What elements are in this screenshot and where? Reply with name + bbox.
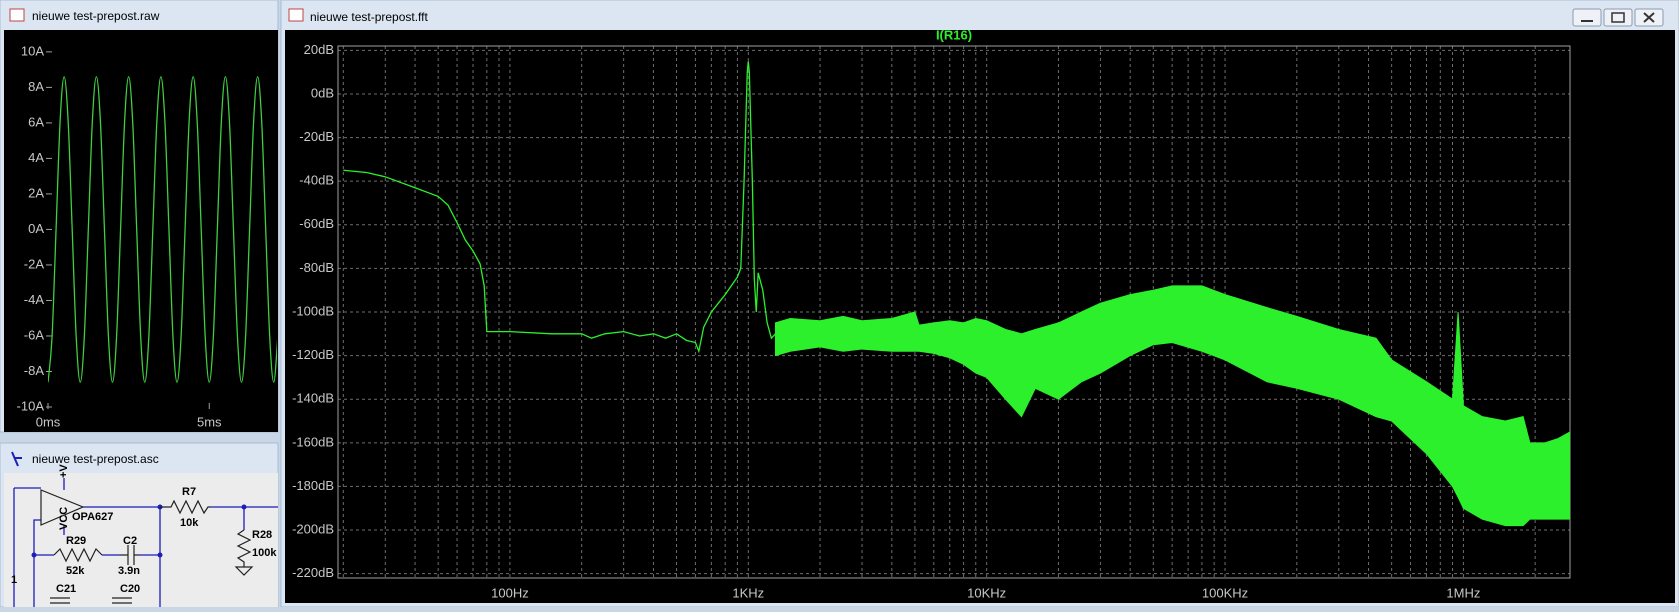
y-tick-label: -220dB <box>292 565 334 580</box>
y-tick-label: 6A <box>28 114 44 129</box>
x-tick-label: 1MHz <box>1446 585 1480 600</box>
schematic-window: nieuwe test-prepost.asc +V VCC OPA627 R7… <box>0 442 279 608</box>
y-tick-label: -60dB <box>299 216 334 231</box>
x-tick-label: 5ms <box>197 414 222 429</box>
x-tick-label: 100KHz <box>1202 585 1248 600</box>
trace-line <box>343 61 776 354</box>
y-tick-label: -80dB <box>299 260 334 275</box>
part-ref: C21 <box>56 583 76 595</box>
y-tick-label: -120dB <box>292 347 334 362</box>
part-ref: R29 <box>66 535 86 547</box>
y-tick-label: 2A <box>28 185 44 200</box>
window-icon <box>9 8 25 22</box>
part-ref: C20 <box>120 583 140 595</box>
y-tick-label: 20dB <box>304 42 334 57</box>
y-tick-label: -40dB <box>299 173 334 188</box>
x-tick-label: 0ms <box>36 414 61 429</box>
raw-window: nieuwe test-prepost.raw 10A 8A 6A 4A 2A 0A -2A… <box>0 0 279 433</box>
y-tick-label: -20dB <box>299 129 334 144</box>
window-icon <box>11 451 22 467</box>
close-button[interactable] <box>1634 8 1664 27</box>
y-tick-label: -10A <box>17 398 45 413</box>
y-tick-label: -4A <box>24 292 45 307</box>
x-tick-label: 10KHz <box>967 585 1006 600</box>
part-ref: C2 <box>123 535 137 547</box>
net-label: VCC <box>58 507 70 530</box>
y-tick-label: 10A <box>21 43 44 58</box>
window-title: nieuwe test-prepost.fft <box>310 10 429 24</box>
x-tick-label: 1KHz <box>732 585 764 600</box>
y-tick-label: -8A <box>24 363 45 378</box>
schematic-wires <box>13 478 278 607</box>
window-title: nieuwe test-prepost.raw <box>32 9 160 23</box>
part-ref: R28 <box>252 529 272 541</box>
minimize-button[interactable] <box>1572 8 1602 27</box>
part-name: OPA627 <box>72 511 113 523</box>
y-tick-label: -2A <box>24 256 45 271</box>
plot-frame <box>337 45 1571 579</box>
y-tick-label: 4A <box>28 150 44 165</box>
window-icon <box>288 8 304 22</box>
y-tick-label: -200dB <box>292 521 334 536</box>
part-value: 100k <box>252 547 277 559</box>
window-title: nieuwe test-prepost.asc <box>32 452 159 466</box>
x-tick-label: 100Hz <box>491 585 529 600</box>
y-tick-label: 0dB <box>311 85 334 100</box>
part-value: 10k <box>180 517 199 529</box>
trace-label: I(R16) <box>936 27 972 42</box>
y-tick-label: -140dB <box>292 391 334 406</box>
node-label: 1 <box>11 574 17 586</box>
maximize-button[interactable] <box>1603 8 1633 27</box>
fft-window: nieuwe test-prepost.fft 20dB 0dB -20dB -40d… <box>280 0 1679 608</box>
schematic-components <box>40 489 254 604</box>
part-ref: R7 <box>182 486 196 498</box>
y-tick-label: -6A <box>24 327 45 342</box>
part-value: 3.9n <box>118 565 140 577</box>
y-tick-label: 8A <box>28 79 44 94</box>
y-tick-label: 0A <box>28 221 44 236</box>
y-tick-label: -160dB <box>292 434 334 449</box>
noise-band <box>774 285 1570 527</box>
trace-line <box>48 76 277 383</box>
part-value: 52k <box>66 565 85 577</box>
y-tick-label: -180dB <box>292 478 334 493</box>
net-label: +V <box>58 464 70 478</box>
y-tick-label: -100dB <box>292 303 334 318</box>
